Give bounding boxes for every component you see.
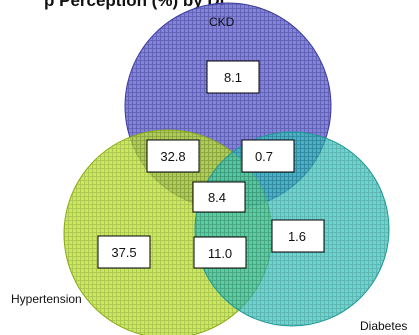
diabetes-label: Diabetes [360,319,407,333]
region-ckd-hypertension: 32.8 [146,139,200,173]
region-hypertension-diabetes: 11.0 [193,236,247,269]
region-all-three: 8.4 [192,181,246,213]
value-diabetes-only: 1.6 [288,229,306,244]
value-ckd-hypertension: 32.8 [160,149,185,164]
value-hypertension-diabetes: 11.0 [208,246,232,261]
value-ckd-only: 8.1 [224,70,242,85]
diagram-title: p Perception (%) by Di [44,0,224,10]
hypertension-label: Hypertension [11,292,82,306]
value-ckd-diabetes: 0.7 [255,149,273,164]
value-hypertension-only: 37.5 [111,245,136,260]
region-ckd-only: 8.1 [206,60,260,94]
region-hypertension-only: 37.5 [97,235,151,269]
region-diabetes-only: 1.6 [271,219,325,253]
region-ckd-diabetes: 0.7 [241,139,295,173]
value-all-three: 8.4 [208,190,226,205]
ckd-label: CKD [209,15,235,29]
